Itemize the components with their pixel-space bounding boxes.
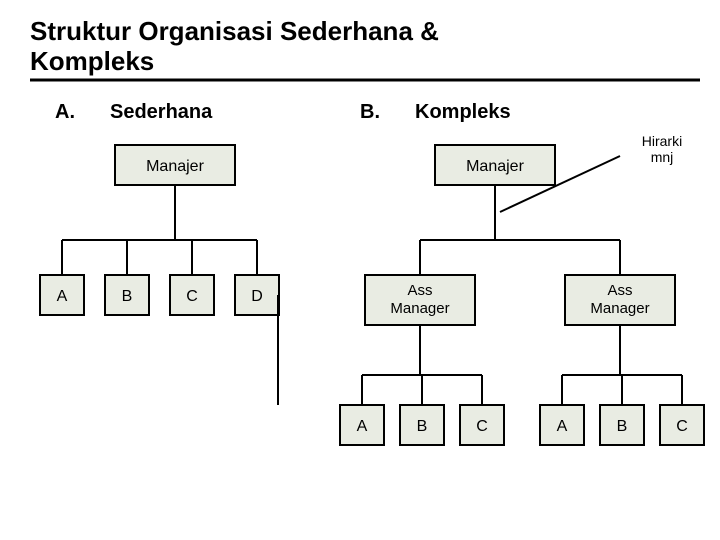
ass-manager-line2: Manager: [390, 300, 449, 317]
section-b-letter: B.: [360, 101, 380, 123]
simple-child-label: C: [186, 288, 198, 305]
ass-manager-line2: Manager: [590, 300, 649, 317]
simple-child-label: B: [122, 288, 133, 305]
ass-manager-line1: Ass: [607, 282, 632, 299]
complex-manager-label: Manajer: [466, 158, 524, 175]
ass-manager-line1: Ass: [407, 282, 432, 299]
complex-leaf-label: B: [617, 418, 628, 435]
page-title-line2: Kompleks: [30, 46, 154, 76]
hirarki-note-2: mnj: [651, 149, 674, 165]
hirarki-note-1: Hirarki: [642, 133, 682, 149]
simple-child-label: D: [251, 288, 263, 305]
complex-leaf-label: C: [476, 418, 488, 435]
simple-child-label: A: [57, 288, 68, 305]
complex-leaf-label: B: [417, 418, 428, 435]
page-title-line1: Struktur Organisasi Sederhana &: [30, 16, 439, 46]
section-a-letter: A.: [55, 101, 75, 123]
section-a-word: Sederhana: [110, 101, 213, 123]
complex-leaf-label: A: [557, 418, 568, 435]
section-b-word: Kompleks: [415, 101, 511, 123]
simple-manager-label: Manajer: [146, 158, 204, 175]
complex-leaf-label: A: [357, 418, 368, 435]
complex-leaf-label: C: [676, 418, 688, 435]
